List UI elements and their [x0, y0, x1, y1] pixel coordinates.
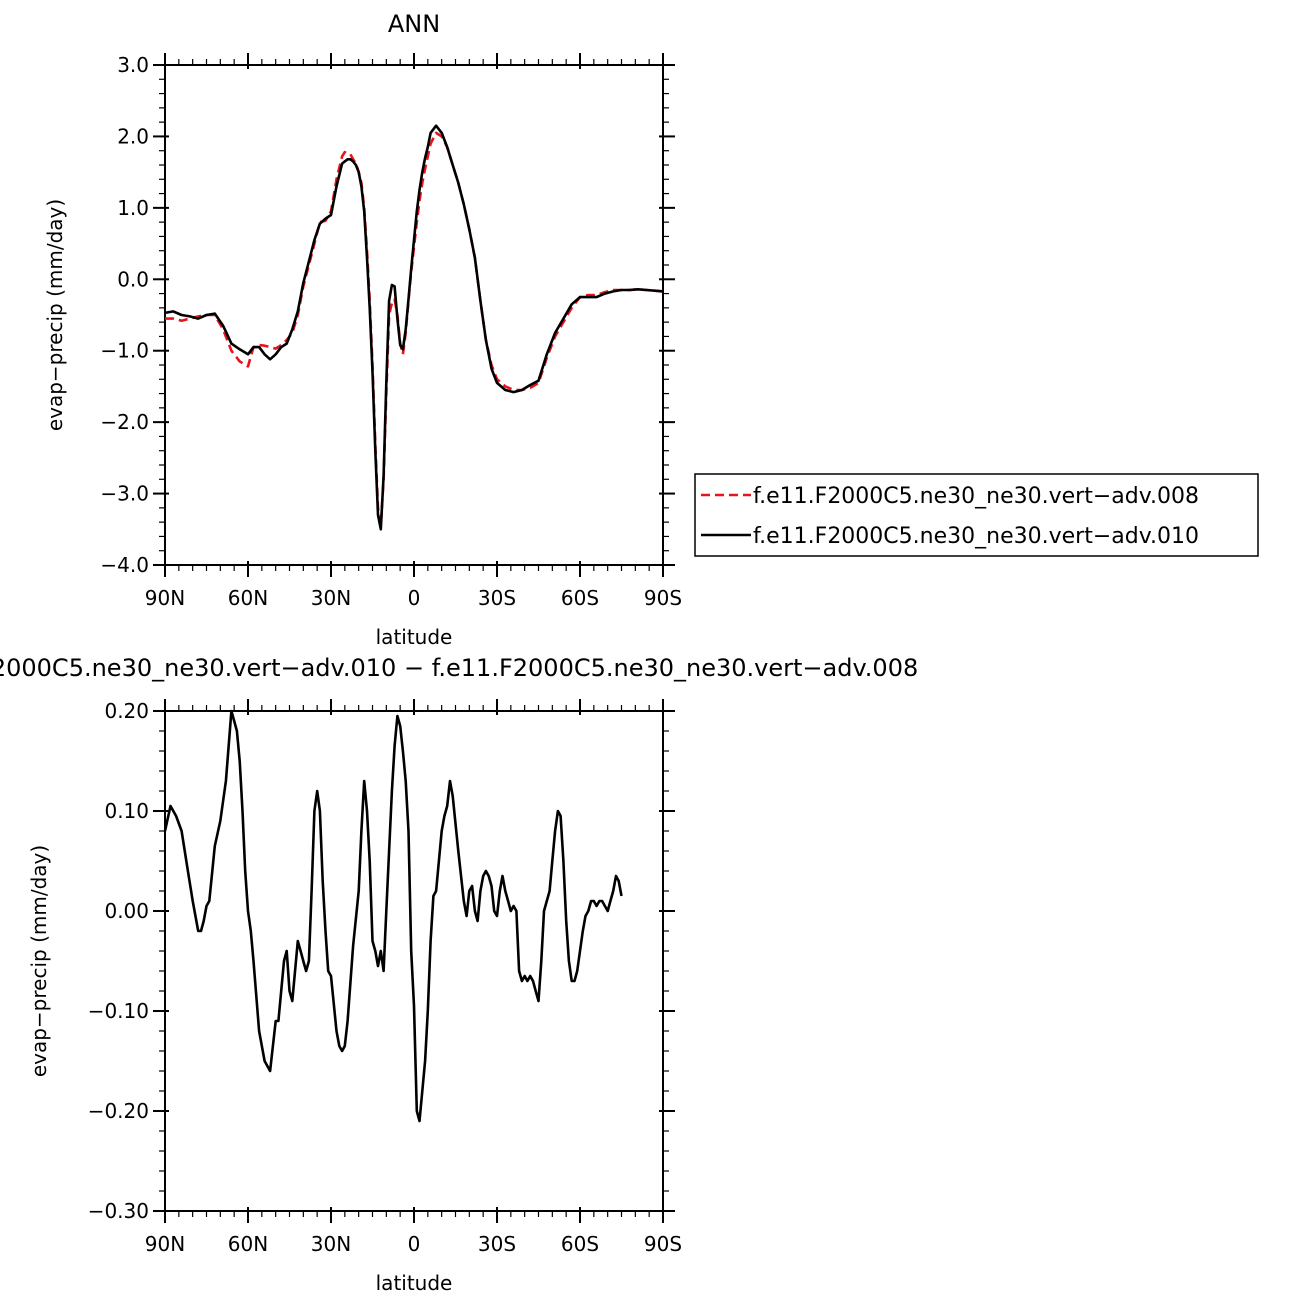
x-tick-label: 30N — [311, 1232, 351, 1256]
x-tick-label: 0 — [408, 586, 421, 610]
y-tick-label: 2.0 — [117, 124, 149, 148]
x-tick-label: 90S — [644, 1232, 682, 1256]
x-axis-label: latitude — [376, 625, 453, 649]
legend-label-2: f.e11.F2000C5.ne30_ne30.vert−adv.010 — [753, 524, 1199, 549]
x-tick-label: 0 — [408, 1232, 421, 1256]
legend-label-1: f.e11.F2000C5.ne30_ne30.vert−adv.008 — [753, 484, 1199, 509]
y-tick-label: −0.10 — [88, 999, 149, 1023]
top-panel: ANN 3.0 2.0 1.0 0.0 −1.0 −2.0 −3.0 −4.0 90N 60N 30N… — [43, 10, 682, 649]
x-tick-label: 60S — [561, 586, 599, 610]
y-tick-label: −0.20 — [88, 1099, 149, 1123]
plot-frame — [164, 64, 664, 566]
x-tick-label: 60N — [228, 1232, 268, 1256]
y-tick-label: −0.30 — [88, 1199, 149, 1223]
y-tick-label: 0.0 — [117, 267, 149, 291]
x-tick-label: 60S — [561, 1232, 599, 1256]
y-axis-label: evap−precip (mm/day) — [43, 199, 67, 431]
y-tick-label: 0.20 — [104, 699, 149, 723]
y-tick-label: −1.0 — [100, 339, 149, 363]
x-tick-label: 60N — [228, 586, 268, 610]
x-axis-label: latitude — [376, 1271, 453, 1295]
chart-title: ANN — [388, 10, 440, 38]
series-line-2 — [164, 124, 664, 531]
y-tick-label: −3.0 — [100, 482, 149, 506]
x-tick-label: 90N — [145, 1232, 185, 1256]
y-tick-label: 0.00 — [104, 899, 149, 923]
y-tick-label: −4.0 — [100, 553, 149, 577]
series-line-1 — [165, 131, 664, 528]
legend-box — [694, 473, 1259, 557]
y-tick-label: 3.0 — [117, 53, 149, 77]
plot-frame — [164, 710, 664, 1212]
y-tick-label: 0.10 — [104, 799, 149, 823]
x-tick-label: 90N — [145, 586, 185, 610]
chart-title: f.e11.F2000C5.ne30_ne30.vert−adv.010 − f… — [0, 654, 918, 682]
x-tick-label: 90S — [644, 586, 682, 610]
y-axis-label: evap−precip (mm/day) — [27, 845, 51, 1077]
x-tick-label: 30S — [478, 1232, 516, 1256]
legend: f.e11.F2000C5.ne30_ne30.vert−adv.008 f.e1… — [694, 473, 1259, 557]
x-tick-label: 30S — [478, 586, 516, 610]
bottom-panel: f.e11.F2000C5.ne30_ne30.vert−adv.010 − f… — [0, 654, 918, 1295]
series-line-1 — [163, 709, 623, 1123]
y-tick-label: −2.0 — [100, 410, 149, 434]
x-tick-label: 30N — [311, 586, 351, 610]
y-tick-label: 1.0 — [117, 196, 149, 220]
